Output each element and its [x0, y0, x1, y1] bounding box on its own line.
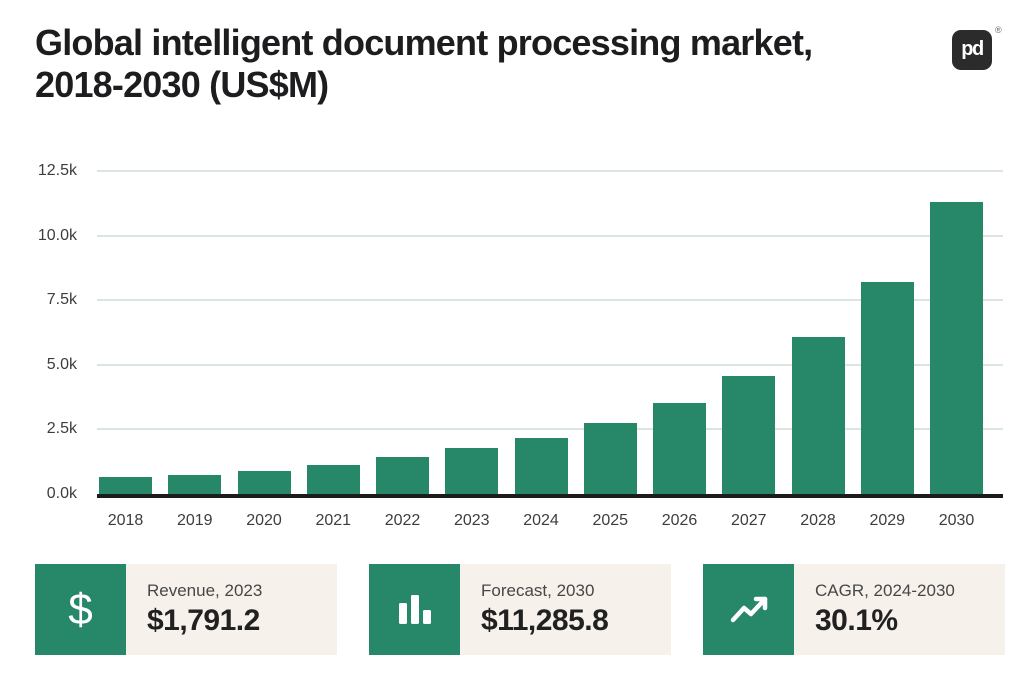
dollar-icon: $	[35, 564, 126, 655]
market-bar-chart: 12.5k 10.0k 7.5k 5.0k 2.5k 0.0k 2018 2019 2020 20…	[0, 160, 1024, 550]
stat-value: 30.1%	[815, 604, 898, 637]
x-tick-label-2028: 2028	[800, 512, 836, 529]
y-tick-label: 2.5k	[46, 420, 77, 438]
y-tick-label: 5.0k	[46, 355, 77, 373]
stat-card-cagr: CAGR, 2024-2030 30.1%	[703, 564, 1005, 655]
bar-2030	[930, 202, 983, 494]
bar-2026	[653, 402, 706, 494]
bar-2018	[99, 477, 152, 494]
y-tick-label: 10.0k	[37, 226, 77, 244]
bar-2021	[306, 464, 360, 494]
x-tick-label-2024: 2024	[523, 512, 559, 529]
bar-2029	[860, 281, 914, 494]
x-tick-label-2027: 2027	[730, 512, 767, 529]
x-tick-label-2023: 2023	[453, 512, 490, 529]
x-tick-label-2029: 2029	[869, 512, 906, 529]
x-tick-label-2030: 2030	[938, 512, 975, 529]
x-tick-label-2020: 2020	[246, 512, 282, 529]
bar-2023	[445, 447, 499, 494]
bar-2019	[168, 474, 222, 494]
bar-2022	[376, 457, 429, 494]
trending-up-icon	[703, 564, 794, 655]
bar-2024	[514, 437, 568, 494]
dollar-glyph: $	[68, 584, 93, 634]
gridline-2.5k	[97, 428, 1003, 431]
y-tick-label: 12.5k	[37, 162, 77, 179]
stat-card-revenue: $ Revenue, 2023 $1,791.2	[35, 564, 337, 655]
bar-2028	[791, 337, 845, 494]
x-tick-label-2026: 2026	[661, 512, 698, 529]
bar-chart-glyph	[398, 594, 431, 624]
x-tick-label-2018: 2018	[107, 512, 144, 529]
gridline-12.5k	[97, 170, 1003, 172]
gridline-7.5k	[97, 299, 1003, 302]
stat-card-body: Revenue, 2023 $1,791.2	[126, 564, 337, 655]
gridline-10.0k	[97, 234, 1003, 237]
bar-chart-icon	[369, 564, 460, 655]
x-axis-line	[97, 494, 1003, 498]
registered-trademark: ®	[995, 25, 1002, 35]
trending-up-glyph	[730, 596, 767, 622]
stat-label: Revenue, 2023	[147, 581, 263, 600]
bar-2025	[583, 423, 637, 494]
y-tick-label: 0.0k	[46, 485, 77, 502]
stat-value: $1,791.2	[147, 604, 260, 637]
page-title: Global intelligent document processing m…	[35, 22, 813, 106]
stat-card-body: Forecast, 2030 $11,285.8	[460, 564, 671, 655]
x-tick-label-2021: 2021	[315, 512, 352, 529]
stat-card-forecast: Forecast, 2030 $11,285.8	[369, 564, 671, 655]
pd-monogram-icon: pd	[961, 38, 984, 60]
x-tick-label-2025: 2025	[592, 512, 629, 529]
pandadoc-logo: pd	[952, 30, 992, 70]
x-tick-label-2019: 2019	[176, 512, 213, 529]
stat-card-body: CAGR, 2024-2030 30.1%	[794, 564, 1005, 655]
y-tick-label: 7.5k	[46, 291, 77, 309]
bar-2020	[237, 470, 291, 494]
stat-label: Forecast, 2030	[481, 581, 595, 600]
gridline-5.0k	[97, 363, 1003, 366]
bar-2027	[722, 376, 776, 494]
stat-label: CAGR, 2024-2030	[815, 581, 955, 600]
stat-value: $11,285.8	[481, 604, 609, 637]
x-tick-label-2022: 2022	[384, 512, 421, 529]
